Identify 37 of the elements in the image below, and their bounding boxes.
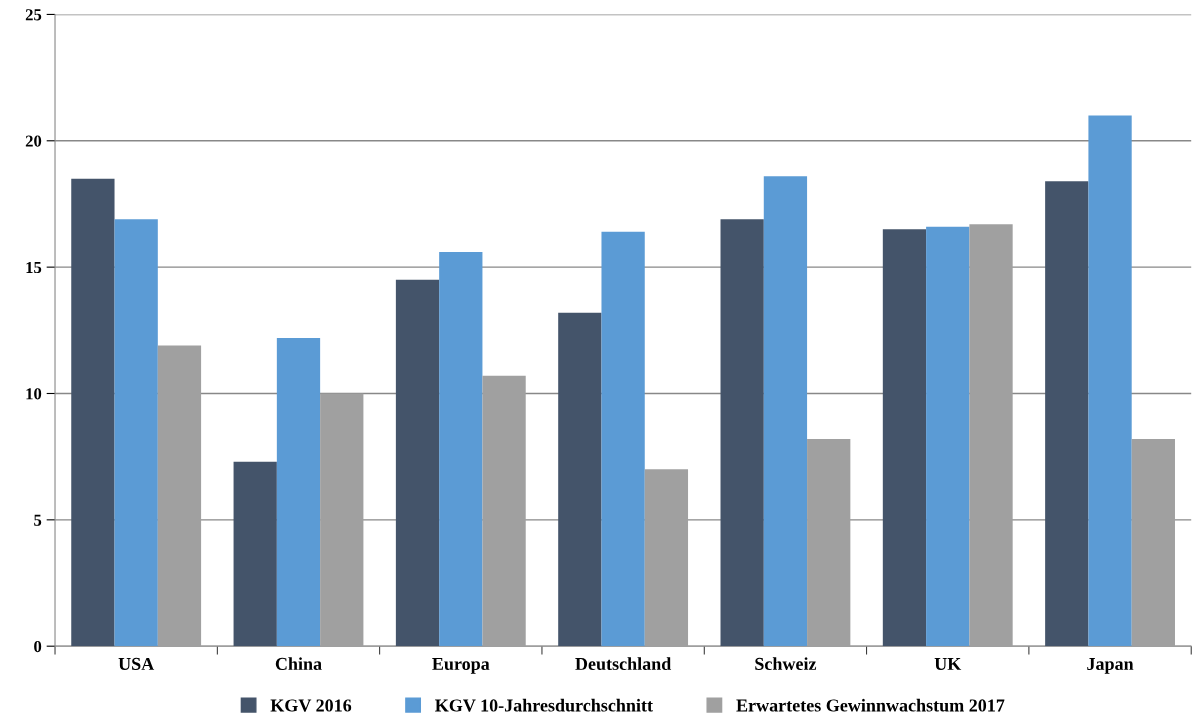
y-tick-label: 0: [34, 640, 42, 653]
bar: [763, 176, 808, 647]
bar: [276, 337, 321, 647]
legend-label: KGV 2016: [270, 699, 352, 712]
y-tick-label: 10: [26, 388, 42, 400]
bar: [1045, 181, 1089, 647]
y-tick-label: 15: [26, 261, 42, 274]
legend-label: Erwartetes Gewinnwachstum 2017: [736, 698, 1005, 712]
y-tick-label: 20: [25, 135, 42, 147]
bar: [1088, 115, 1132, 647]
bar: [644, 469, 689, 647]
bar: [71, 178, 115, 647]
y-tick-label: 25: [25, 9, 42, 21]
x-tick-label: Deutschland: [575, 657, 672, 671]
bar: [926, 226, 970, 647]
bar: [482, 375, 526, 647]
x-tick-label: USA: [118, 657, 155, 671]
bar: [558, 312, 602, 647]
bar: [969, 224, 1013, 647]
bar: [233, 461, 277, 647]
x-tick-label: UK: [934, 658, 962, 670]
bar: [601, 231, 645, 647]
bar: [114, 219, 158, 647]
bar: [807, 438, 851, 647]
bar: [882, 229, 927, 647]
x-tick-label: Europa: [432, 658, 490, 674]
bar: [395, 279, 440, 647]
x-tick-label: Schweiz: [755, 657, 817, 671]
bar: [720, 219, 764, 647]
bar: [439, 251, 483, 647]
bar: [1131, 438, 1175, 647]
y-tick-label: 5: [34, 514, 42, 526]
x-tick-label: Japan: [1087, 658, 1134, 674]
x-tick-label: China: [275, 657, 322, 671]
bar: [320, 393, 364, 647]
bar: [157, 345, 202, 647]
legend-label: KGV 10-Jahresdurchschnitt: [435, 698, 653, 712]
